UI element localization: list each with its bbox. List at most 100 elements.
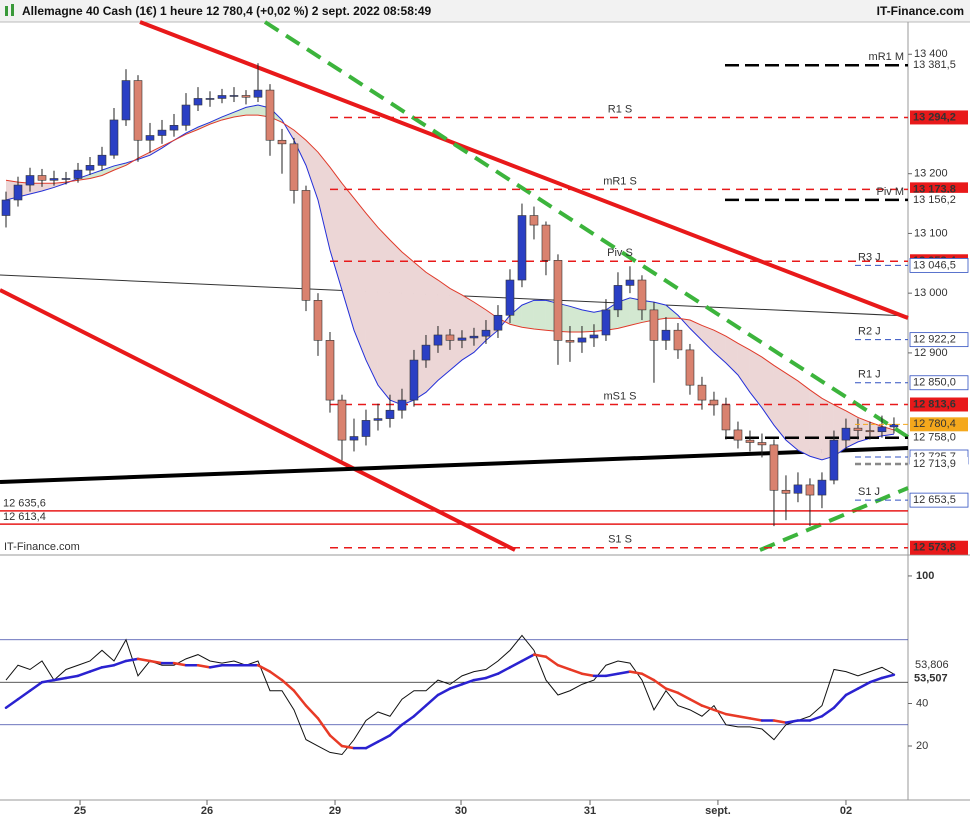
- ma-fill: [365, 213, 378, 386]
- signal-segment: [268, 670, 284, 682]
- candle-body: [613, 285, 623, 311]
- level-box: [910, 457, 968, 472]
- ma-fill: [305, 140, 318, 200]
- signal-segment: [544, 655, 560, 667]
- level-label: 12 922,2: [913, 334, 956, 346]
- candle-body: [421, 344, 431, 361]
- ma-fill: [725, 336, 738, 375]
- ma-fill: [101, 165, 114, 176]
- candle-body: [397, 399, 407, 411]
- candle-body: [577, 337, 587, 343]
- level-box: [909, 257, 969, 273]
- candle-body: [73, 169, 83, 179]
- candle-body: [169, 125, 179, 131]
- ma-fill: [689, 320, 702, 341]
- candle-body: [385, 409, 395, 419]
- icon: [11, 4, 14, 16]
- ma-fill: [749, 349, 762, 408]
- candle-body: [133, 80, 143, 141]
- signal-segment: [100, 663, 116, 669]
- signal-segment: [868, 676, 884, 684]
- pivot-name: mS1 S: [603, 390, 636, 402]
- signal-segment: [436, 687, 452, 697]
- candle-body: [625, 279, 635, 286]
- ma-fill: [677, 315, 690, 329]
- ma-fill: [701, 325, 714, 353]
- candle-body: [829, 439, 839, 481]
- candle-body: [433, 334, 443, 346]
- ma-fill: [461, 294, 474, 361]
- signal-segment: [460, 678, 476, 686]
- band-label: 12 635,6: [3, 498, 46, 510]
- pivot-name: Piv S: [607, 247, 633, 259]
- x-tick-label: 29: [329, 805, 341, 817]
- ma-fill: [353, 198, 366, 361]
- signal-segment: [328, 734, 344, 748]
- pivot-name: S1 J: [858, 486, 880, 498]
- signal-segment: [136, 657, 152, 663]
- candle-body: [853, 427, 863, 431]
- trend-line: [0, 288, 516, 552]
- candle-body: [301, 190, 311, 301]
- ma-fill: [425, 272, 438, 393]
- candle-body: [37, 175, 47, 181]
- pivot-name: R1 J: [858, 369, 881, 381]
- oscillator-last-label: 53,806: [915, 659, 949, 671]
- level-label: 13 381,5: [913, 59, 956, 71]
- signal-segment: [712, 708, 728, 716]
- candle-body: [205, 98, 215, 100]
- pivot-name: mR1 M: [869, 51, 904, 63]
- trend-line: [139, 20, 909, 320]
- last-price-label: 12 780,4: [913, 418, 956, 430]
- candle-body: [517, 215, 527, 281]
- signal-segment: [856, 680, 872, 690]
- signal-segment: [364, 740, 380, 750]
- candle-body: [325, 340, 335, 401]
- candle-body: [841, 427, 851, 441]
- level-label: 12 573,8: [913, 542, 956, 554]
- signal-segment: [472, 676, 488, 682]
- header-title: Allemagne 40 Cash (1€) 1 heure 12 780,4 …: [22, 4, 432, 18]
- level-label: 12 758,0: [913, 432, 956, 444]
- header-source: IT-Finance.com: [877, 4, 964, 18]
- y-tick-label: 13 200: [914, 168, 948, 180]
- candle-body: [769, 444, 779, 491]
- candle-body: [649, 309, 659, 341]
- candle-body: [505, 279, 515, 316]
- x-tick-label: 30: [455, 805, 467, 817]
- candle-body: [445, 334, 455, 341]
- level-box: [910, 397, 968, 412]
- candle-body: [805, 484, 815, 496]
- candle-body: [553, 260, 563, 341]
- level-label: 12 813,6: [913, 398, 956, 410]
- candle-body: [13, 184, 23, 201]
- candle-body: [409, 359, 419, 401]
- pivot-name: Piv M: [877, 186, 905, 198]
- ma-fill: [449, 288, 462, 371]
- signal-segment: [376, 734, 392, 744]
- signal-segment: [580, 672, 596, 678]
- signal-segment: [124, 657, 140, 663]
- candle-body: [349, 436, 359, 441]
- signal-last-label: 53,507: [914, 673, 948, 685]
- trend-line: [759, 486, 909, 552]
- signal-segment: [664, 687, 680, 695]
- candle-body: [253, 89, 263, 98]
- signal-segment: [40, 678, 56, 684]
- signal-segment: [508, 659, 524, 669]
- signal-segment: [316, 717, 332, 737]
- level-box: [910, 58, 968, 73]
- candle-body: [709, 399, 719, 406]
- signal-segment: [700, 704, 716, 712]
- signal-segment: [400, 714, 416, 726]
- signal-segment: [256, 663, 272, 673]
- level-box: [909, 375, 969, 391]
- signal-segment: [448, 683, 464, 690]
- candle-body: [241, 95, 251, 98]
- signal-segment: [784, 719, 800, 724]
- level-label: 13 156,2: [913, 194, 956, 206]
- trend-line: [263, 20, 910, 439]
- pivot-name: R1 S: [608, 103, 632, 115]
- x-tick-label: 02: [840, 805, 852, 817]
